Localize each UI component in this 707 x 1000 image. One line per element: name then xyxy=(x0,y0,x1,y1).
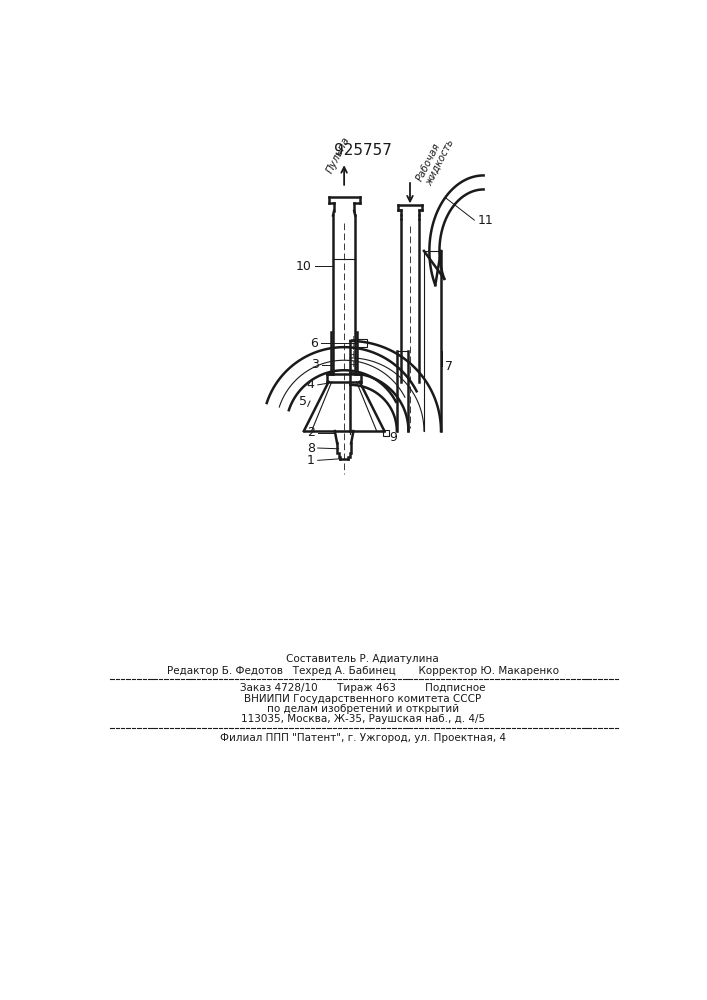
Text: 8: 8 xyxy=(307,442,315,455)
Text: Пульпа: Пульпа xyxy=(325,135,351,175)
Text: 925757: 925757 xyxy=(334,143,392,158)
Text: 7: 7 xyxy=(445,360,453,373)
Text: 6: 6 xyxy=(310,337,317,350)
Text: Заказ 4728/10      Тираж 463         Подписное: Заказ 4728/10 Тираж 463 Подписное xyxy=(240,683,486,693)
Text: 4: 4 xyxy=(307,378,315,391)
Text: +: + xyxy=(349,343,357,352)
Text: 5: 5 xyxy=(299,395,307,408)
Text: ВНИИПИ Государственного комитета СССР: ВНИИПИ Государственного комитета СССР xyxy=(244,694,481,704)
Text: 11: 11 xyxy=(477,214,493,227)
Text: 1: 1 xyxy=(307,454,315,467)
Text: +: + xyxy=(349,335,357,344)
Text: 3: 3 xyxy=(310,358,319,371)
Text: +: + xyxy=(349,360,357,369)
Text: 113035, Москва, Ж-35, Раушская наб., д. 4/5: 113035, Москва, Ж-35, Раушская наб., д. … xyxy=(240,714,485,724)
Text: 9: 9 xyxy=(389,431,397,444)
Text: Редактор Б. Федотов   Техред А. Бабинец       Корректор Ю. Макаренко: Редактор Б. Федотов Техред А. Бабинец Ко… xyxy=(167,666,559,676)
Text: +: + xyxy=(349,350,357,359)
Text: Рабочая
жидкость: Рабочая жидкость xyxy=(414,133,456,188)
Text: 10: 10 xyxy=(296,260,312,273)
Text: 2: 2 xyxy=(307,426,315,439)
Text: по делам изобретений и открытий: по делам изобретений и открытий xyxy=(267,704,459,714)
Text: Филиал ППП "Патент", г. Ужгород, ул. Проектная, 4: Филиал ППП "Патент", г. Ужгород, ул. Про… xyxy=(220,733,506,743)
Text: Составитель Р. Адиатулина: Составитель Р. Адиатулина xyxy=(286,654,439,664)
Bar xyxy=(383,430,389,436)
Bar xyxy=(357,339,367,347)
